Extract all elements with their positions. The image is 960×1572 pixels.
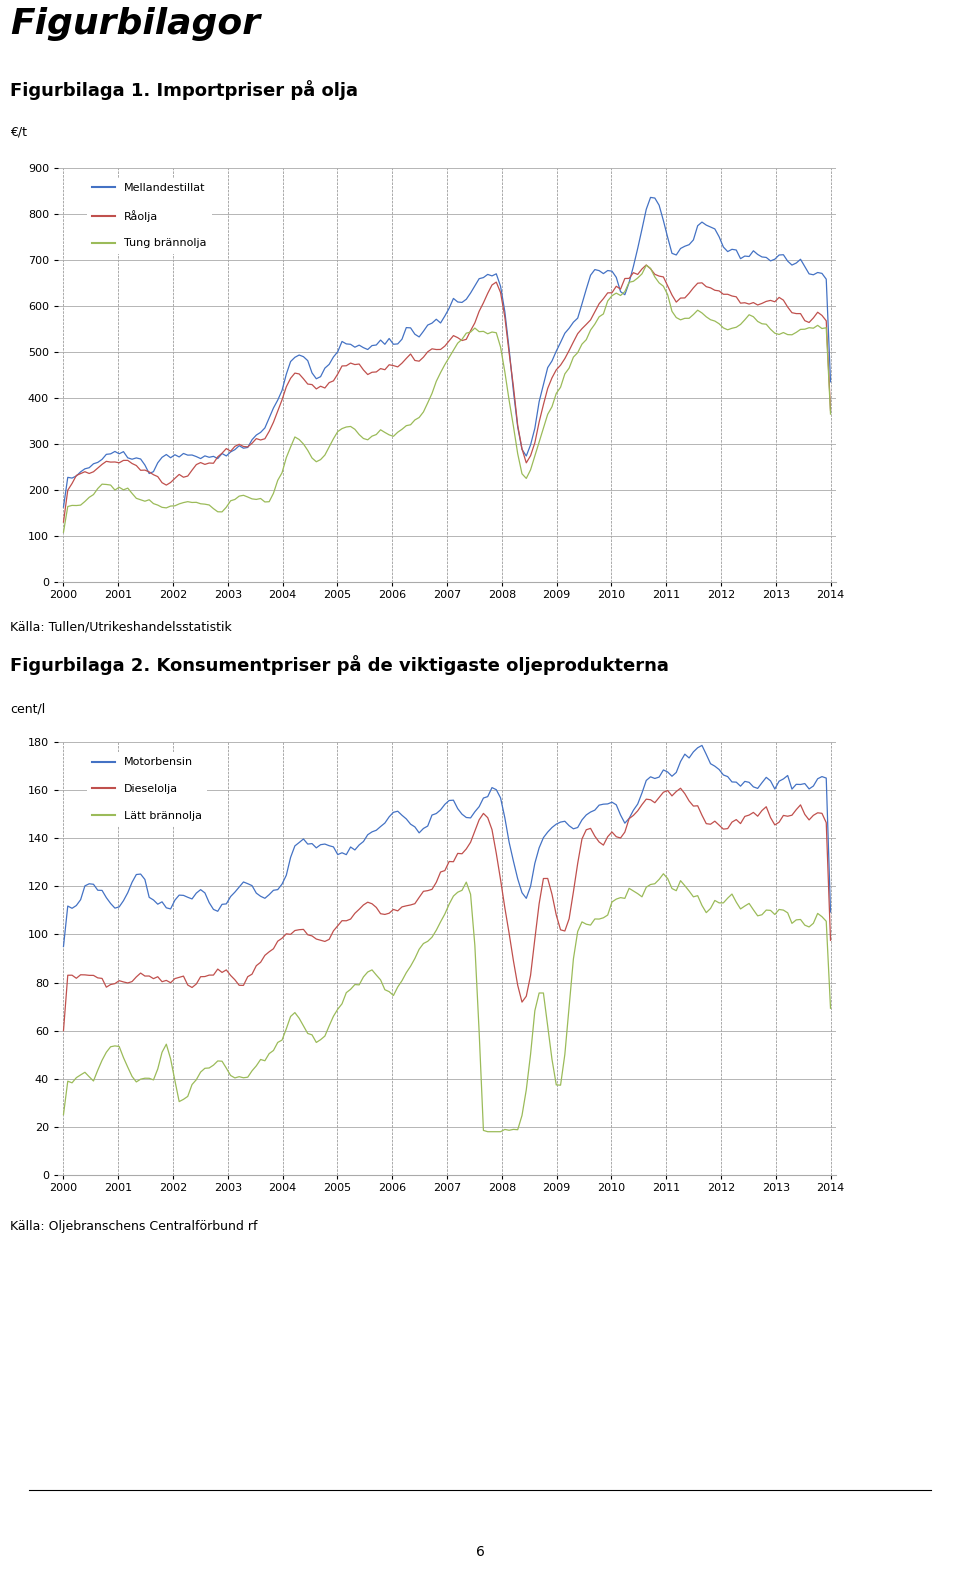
Legend: Mellandestillat,  , Råolja,  , Tung brännolja: Mellandestillat, , Råolja, , Tung bränno… xyxy=(87,178,211,255)
Text: cent/l: cent/l xyxy=(10,703,45,715)
Text: Figurbilaga 2. Konsumentpriser på de viktigaste oljeprodukterna: Figurbilaga 2. Konsumentpriser på de vik… xyxy=(10,656,669,676)
Text: €/t: €/t xyxy=(10,126,27,138)
Text: Figurbilagor: Figurbilagor xyxy=(10,6,260,41)
Text: Figurbilaga 1. Importpriser på olja: Figurbilaga 1. Importpriser på olja xyxy=(10,80,358,101)
Legend: Motorbensin,  , Dieselolja,  , Lätt brännolja: Motorbensin, , Dieselolja, , Lätt bränno… xyxy=(87,751,207,827)
Text: Källa: Oljebranschens Centralförbund rf: Källa: Oljebranschens Centralförbund rf xyxy=(10,1220,257,1234)
Text: 6: 6 xyxy=(475,1545,485,1559)
Text: Källa: Tullen/Utrikeshandelsstatistik: Källa: Tullen/Utrikeshandelsstatistik xyxy=(10,621,231,634)
